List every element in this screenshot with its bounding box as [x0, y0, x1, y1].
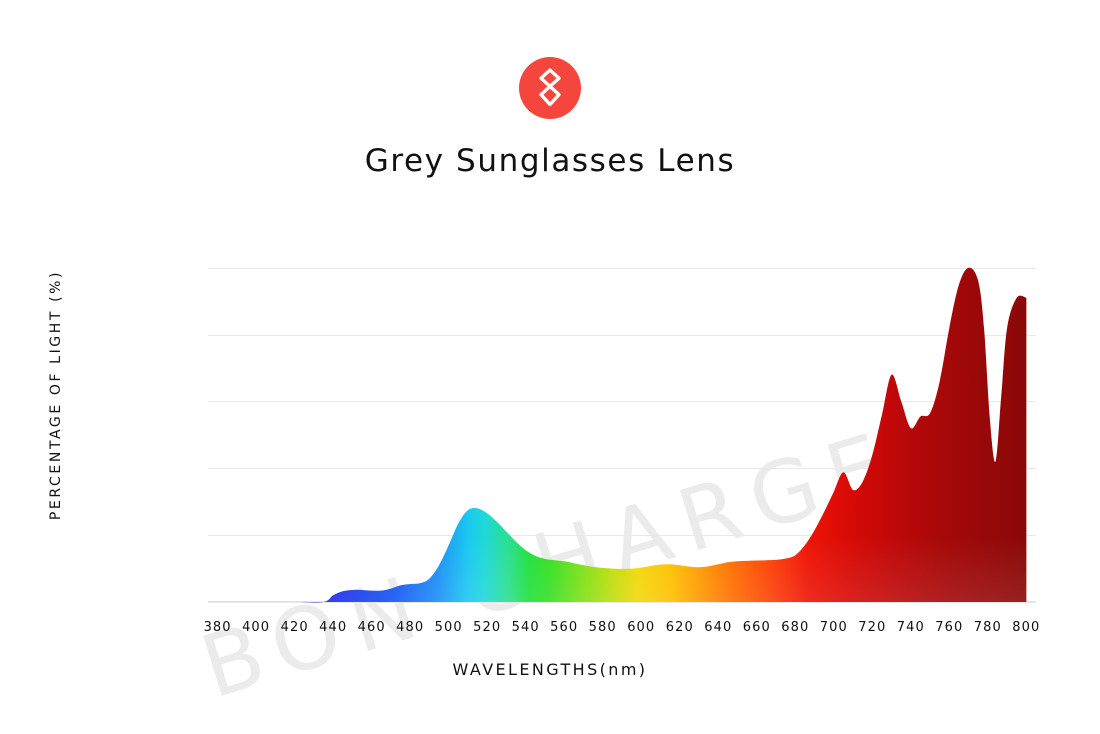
- plot-area: 0%20%40%60%80%100%: [208, 251, 1036, 603]
- x-axis-tick-label: 560: [550, 620, 579, 635]
- gridline: [208, 602, 1036, 603]
- page-title: Grey Sunglasses Lens: [364, 143, 736, 179]
- x-axis-tick-label: 580: [588, 620, 617, 635]
- x-axis-title: WAVELENGTHS(nm): [452, 660, 648, 679]
- x-axis-tick-label: 640: [704, 620, 733, 635]
- chart: BON CHARGE: [0, 215, 1100, 718]
- x-axis-tick-label: 600: [627, 620, 656, 635]
- x-axis-tick-label: 620: [665, 620, 694, 635]
- x-axis-tick-label: 660: [742, 620, 771, 635]
- x-axis-tick-label: 400: [242, 620, 271, 635]
- gridline: [208, 468, 1036, 470]
- x-axis-tick-label: 680: [781, 620, 810, 635]
- brand-logo: [0, 57, 1100, 119]
- transmission-curve: [217, 267, 1027, 603]
- x-axis-tick-label: 380: [203, 620, 232, 635]
- x-axis-tick-label: 480: [396, 620, 425, 635]
- x-axis-tick-label: 500: [434, 620, 463, 635]
- x-axis-tick-label: 460: [357, 620, 386, 635]
- x-axis-tick-label: 700: [819, 620, 848, 635]
- x-axis-tick-label: 540: [511, 620, 540, 635]
- x-axis-tick-label: 800: [1012, 620, 1041, 635]
- x-axis-tick-label: 740: [896, 620, 925, 635]
- x-axis-ticks: 380 400 420 440 460 480 500 520 540 560 580 600 620 6…: [204, 620, 1040, 644]
- gridline: [208, 267, 1036, 269]
- x-axis-tick-label: 520: [473, 620, 502, 635]
- x-axis-tick-label: 440: [319, 620, 348, 635]
- x-axis-tick-label: 760: [935, 620, 964, 635]
- x-axis-tick-label: 720: [858, 620, 887, 635]
- bon-charge-logo-icon: [519, 57, 581, 119]
- gridline: [208, 334, 1036, 336]
- gridline: [208, 535, 1036, 537]
- gridlines: [208, 251, 1036, 603]
- x-axis-tick-label: 420: [280, 620, 309, 635]
- x-axis-tick-label: 780: [973, 620, 1002, 635]
- gridline: [208, 401, 1036, 403]
